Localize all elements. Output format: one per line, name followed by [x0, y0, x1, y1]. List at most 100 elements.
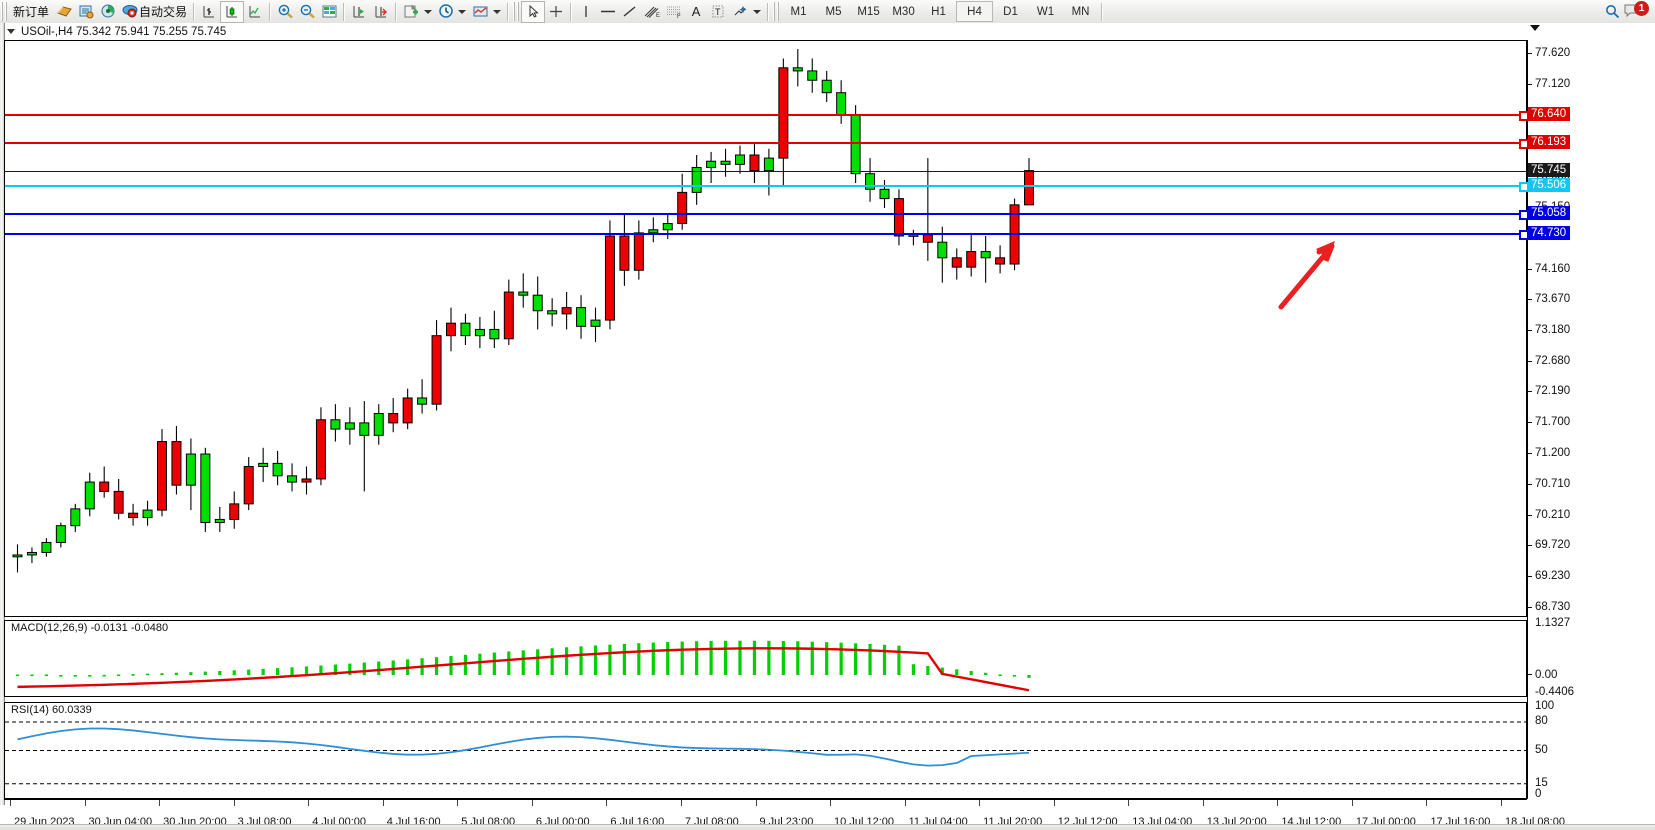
- drawing-toolbar-grip[interactable]: [513, 2, 520, 21]
- timeframe-h4[interactable]: H4: [956, 1, 994, 22]
- candlestick-chart-icon[interactable]: [220, 0, 245, 23]
- new-order-label: 新订单: [13, 5, 50, 19]
- macd-tick-label: 0.00: [1535, 668, 1558, 681]
- level-handle[interactable]: [1519, 230, 1529, 241]
- toolbar-separator: [395, 2, 398, 21]
- new-order-button[interactable]: 新订单: [9, 1, 53, 22]
- time-tick: [1426, 800, 1428, 806]
- time-tick: [979, 800, 981, 806]
- data-window-icon[interactable]: [75, 2, 97, 22]
- timeframe-d1[interactable]: D1: [1003, 5, 1018, 18]
- chart-menu-icon[interactable]: [7, 29, 15, 34]
- price-tick: [1527, 545, 1532, 547]
- rsi-plot: [5, 721, 1526, 785]
- timeframe-m30[interactable]: M30: [892, 5, 915, 18]
- market-watch-icon[interactable]: [318, 2, 340, 22]
- price-chip-resistance-2[interactable]: 76.640: [1519, 107, 1571, 122]
- signals-icon[interactable]: [97, 2, 119, 22]
- price-tick-label: 72.680: [1535, 354, 1571, 367]
- level-line-current-price[interactable]: [5, 170, 1526, 172]
- svg-text:E: E: [656, 13, 660, 19]
- rsi-axis: 100 80 50 15 0: [1527, 700, 1655, 800]
- timeframe-mn[interactable]: MN: [1071, 5, 1090, 18]
- indicators-button[interactable]: [400, 1, 435, 22]
- level-line-resistance-2[interactable]: [5, 114, 1526, 117]
- notification-count: 1: [1634, 0, 1649, 16]
- level-line-pivot[interactable]: [5, 184, 1526, 187]
- time-tick: [233, 800, 235, 806]
- timeframe-m1[interactable]: M1: [790, 5, 807, 18]
- macd-tick: [1527, 673, 1532, 675]
- bar-chart-icon[interactable]: [198, 2, 220, 22]
- level-handle[interactable]: [1519, 111, 1529, 122]
- macd-plot: [15, 640, 1031, 692]
- price-tick-label: 72.190: [1535, 385, 1571, 398]
- price-tick-label: 73.180: [1535, 323, 1571, 336]
- macd-axis: 1.1327 0.00 -0.4406: [1527, 617, 1655, 698]
- time-tick: [1202, 800, 1204, 806]
- zoom-in-icon[interactable]: [274, 2, 296, 22]
- collapse-icon[interactable]: [1530, 25, 1540, 31]
- rsi-pane[interactable]: RSI(14) 60.0339: [4, 702, 1527, 799]
- time-tick: [308, 800, 310, 806]
- timeframe-w1[interactable]: W1: [1036, 5, 1055, 18]
- time-tick: [1128, 800, 1130, 806]
- level-handle[interactable]: [1519, 209, 1529, 220]
- svg-text:T: T: [715, 7, 721, 17]
- templates-button[interactable]: [469, 1, 504, 22]
- price-axis[interactable]: 77.62077.12076.14075.65075.15074.66074.1…: [1519, 40, 1655, 617]
- price-chip-support-1[interactable]: 75.058: [1519, 205, 1571, 220]
- crosshair-icon[interactable]: [545, 2, 567, 22]
- toolbar-grip[interactable]: [1, 2, 7, 21]
- indicators-icon: [404, 4, 419, 18]
- price-chip-resistance-1[interactable]: 76.193: [1519, 134, 1571, 149]
- price-chip-current-price[interactable]: 75.745: [1528, 162, 1571, 177]
- price-tick: [1527, 84, 1532, 86]
- text-label-icon[interactable]: T: [707, 2, 729, 22]
- line-chart-icon[interactable]: [244, 2, 266, 22]
- horizontal-line-icon[interactable]: [597, 2, 619, 22]
- search-icon[interactable]: [1601, 2, 1623, 22]
- chevron-down-icon[interactable]: [424, 9, 433, 14]
- price-pane[interactable]: [4, 40, 1527, 617]
- chevron-down-icon[interactable]: [753, 9, 762, 14]
- time-tick: [1351, 800, 1353, 806]
- level-line-resistance-1[interactable]: [5, 141, 1526, 144]
- macd-pane[interactable]: MACD(12,26,9) -0.0131 -0.0480: [4, 620, 1527, 697]
- price-tick-label: 73.670: [1535, 293, 1571, 306]
- vertical-line-icon[interactable]: [575, 2, 597, 22]
- level-handle[interactable]: [1519, 138, 1529, 149]
- timeframe-toolbar-grip[interactable]: [773, 2, 780, 21]
- fibonacci-icon[interactable]: F: [663, 2, 685, 22]
- chevron-down-icon[interactable]: [493, 9, 502, 14]
- shapes-button[interactable]: [729, 1, 764, 22]
- templates-icon: [473, 6, 488, 17]
- timeframe-h1[interactable]: H1: [931, 5, 946, 18]
- level-handle[interactable]: [1519, 181, 1529, 192]
- price-tick: [1527, 483, 1532, 485]
- expert-advisors-icon[interactable]: [53, 2, 75, 22]
- cursor-icon[interactable]: [521, 0, 546, 23]
- price-chip-pivot[interactable]: 75.506: [1519, 177, 1571, 192]
- timeframe-m15[interactable]: M15: [857, 5, 880, 18]
- chart-shift-icon[interactable]: [348, 2, 370, 22]
- trendline-icon[interactable]: [619, 2, 641, 22]
- notification-button[interactable]: 1: [1623, 0, 1649, 22]
- period-button[interactable]: [435, 1, 469, 22]
- text-icon[interactable]: A: [691, 4, 701, 19]
- price-chip-support-2[interactable]: 74.730: [1519, 226, 1571, 241]
- timeframe-group: M1 M5 M15 M30 H1 H4 D1 W1 MN: [781, 1, 1098, 22]
- auto-scroll-icon[interactable]: [370, 2, 392, 22]
- toolbar-separator: [343, 2, 346, 21]
- equidistant-channel-icon[interactable]: E: [641, 2, 663, 22]
- chevron-down-icon[interactable]: [458, 9, 467, 14]
- zoom-out-icon[interactable]: [296, 2, 318, 22]
- time-tick: [755, 800, 757, 806]
- rsi-tick-label: 100: [1535, 700, 1555, 712]
- autotrading-button[interactable]: 自动交易: [119, 1, 190, 22]
- toolbar-separator: [507, 2, 510, 21]
- level-line-support-2[interactable]: [5, 233, 1526, 236]
- timeframe-m5[interactable]: M5: [825, 5, 842, 18]
- autotrading-label: 自动交易: [139, 5, 188, 19]
- level-line-support-1[interactable]: [5, 212, 1526, 215]
